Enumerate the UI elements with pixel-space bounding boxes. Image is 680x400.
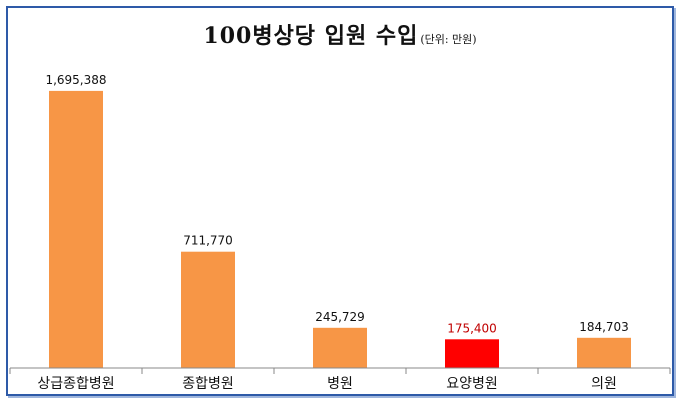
category-labels: 상급종합병원 종합병원 병원 요양병원 의원 [37,376,617,392]
category-label: 병원 [327,376,353,392]
bar-1 [49,90,103,369]
bar-value-label: 175,400 [447,321,497,335]
chart-title: 100병상당 입원 수입 (단위: 만원) [0,18,680,50]
chart-title-main: 100병상당 입원 수입 [203,23,419,49]
bar-3 [313,327,367,368]
bar-5 [577,337,631,368]
bar-value-label: 1,695,388 [45,73,106,87]
bar-2 [181,251,235,368]
x-axis-ticks [9,368,671,374]
category-label: 상급종합병원 [37,376,114,392]
category-label: 요양병원 [446,376,498,392]
chart-unit-label: (단위: 만원) [420,33,477,46]
category-label: 종합병원 [182,376,234,392]
bar-value-label: 245,729 [315,310,365,324]
bars-group: 1,695,388 711,770 245,729 175,400 184,703 [45,73,631,369]
category-label: 의원 [591,376,617,392]
bar-value-label: 184,703 [579,320,629,334]
bar-value-label: 711,770 [183,234,233,248]
bar-4 [445,339,499,368]
